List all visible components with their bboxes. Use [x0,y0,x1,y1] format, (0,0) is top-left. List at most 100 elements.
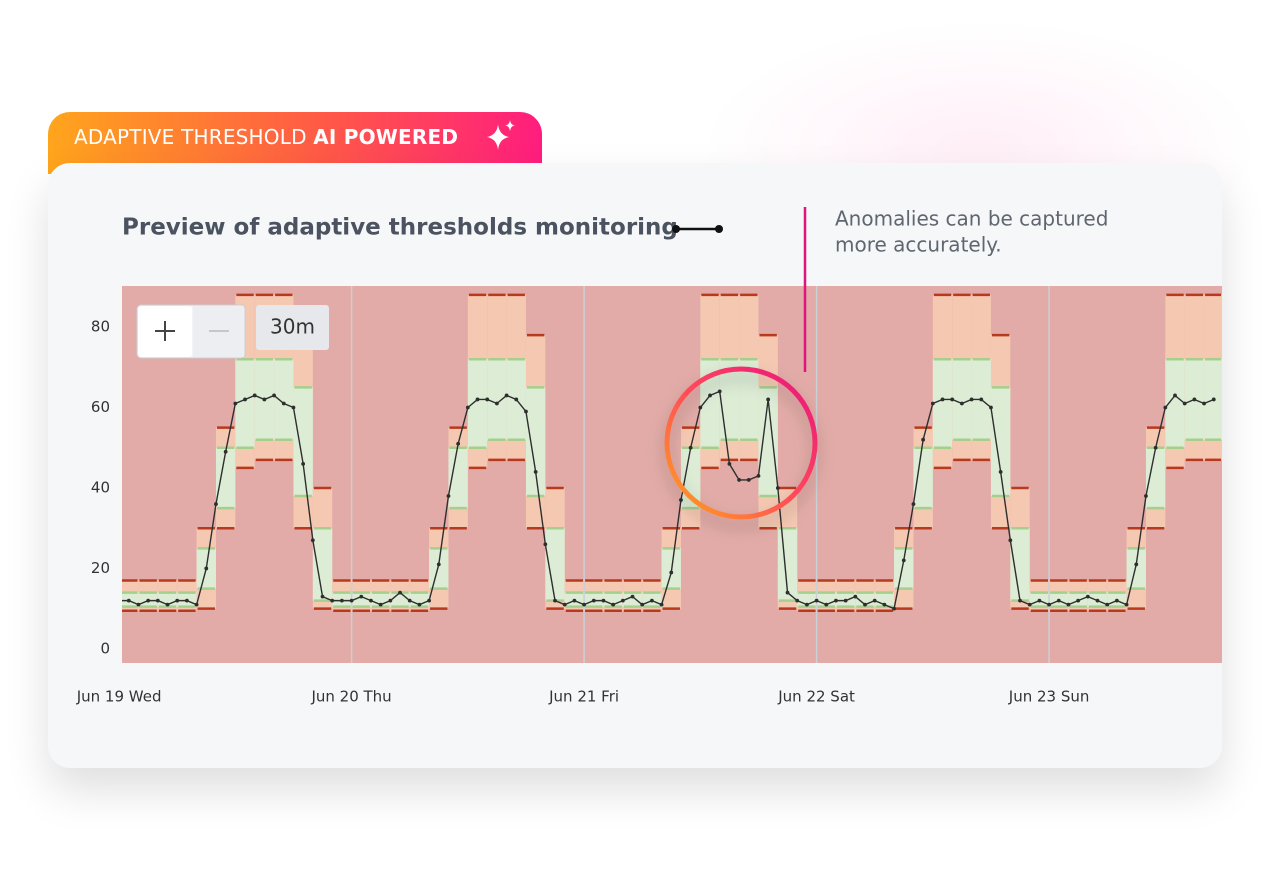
annotation-line: Anomalies can be captured [835,207,1108,231]
value-point [1134,562,1139,567]
value-point [727,461,732,466]
value-point [756,474,761,478]
value-point [485,397,490,402]
value-point [233,401,238,406]
value-point [272,393,276,398]
y-tick-label: 60 [91,398,110,416]
normal-band [758,387,778,497]
annotation-line: more accurately. [835,233,1002,257]
normal-band [894,548,914,589]
value-point [746,478,751,482]
value-point [543,542,548,547]
normal-band [312,528,333,601]
value-point [766,397,771,402]
value-point [698,405,703,410]
value-point [824,602,829,607]
value-point [398,590,402,595]
y-tick-label: 40 [91,478,110,496]
value-point [601,598,606,603]
value-point [504,393,509,398]
value-point [1047,602,1051,607]
normal-band [274,359,294,440]
value-point [185,598,189,603]
value-point [252,393,257,398]
value-point [136,602,141,607]
value-point [465,405,470,410]
normal-band [467,359,488,448]
badge-text: ADAPTIVE THRESHOLD AI POWERED [74,125,458,149]
normal-band [429,548,449,589]
value-point [882,602,887,607]
normal-band [719,359,740,440]
value-point [533,469,538,474]
value-point [591,598,596,603]
value-point [1202,401,1206,406]
value-point [340,598,344,603]
normal-band [351,592,371,607]
normal-band [545,528,565,601]
normal-band [932,359,953,448]
value-point [572,598,577,603]
value-point [669,570,674,575]
value-point [1027,602,1032,607]
title-connector [672,225,723,233]
value-point [320,594,325,599]
x-tick-label: Jun 21 Fri [548,688,619,706]
value-point [921,437,926,442]
normal-band [487,359,507,440]
normal-band [1126,548,1146,589]
x-tick-label: Jun 20 Thu [310,688,391,706]
normal-band [622,592,643,607]
badge-label: ADAPTIVE THRESHOLD [74,125,307,149]
normal-band [990,387,1011,497]
value-point [892,606,896,611]
value-point [834,598,838,603]
value-point [165,602,170,607]
normal-band [525,387,546,497]
value-point [194,602,199,607]
y-tick-label: 20 [91,559,110,577]
value-point [1124,602,1129,607]
normal-band [235,359,255,448]
value-point [659,602,664,607]
y-tick-label: 80 [91,318,110,336]
interval-chip[interactable] [256,305,329,350]
value-point [1114,598,1119,603]
normal-band [448,447,468,509]
value-point [1085,594,1090,599]
value-point [998,469,1003,474]
value-point [1095,598,1100,603]
value-point [281,401,286,406]
value-point [1037,598,1042,603]
value-point [524,409,528,414]
value-point [959,401,964,406]
normal-band [700,359,720,448]
value-point [708,393,712,398]
value-point [1144,494,1148,498]
value-point [901,558,906,563]
normal-band [390,592,410,607]
value-point [262,397,267,402]
value-point [775,486,780,490]
value-point [620,598,625,603]
value-point [175,598,180,603]
value-point [1182,401,1187,406]
normal-band [1145,447,1166,509]
value-point [1105,602,1110,607]
value-point [1066,602,1071,607]
value-point [872,598,877,603]
value-point [359,594,364,599]
normal-band [952,359,972,440]
value-point [1153,445,1158,450]
value-point [378,602,383,607]
value-point [930,401,935,406]
anomaly-ring [664,366,818,520]
value-point [649,598,654,603]
value-point [1076,598,1081,603]
value-point [427,598,431,603]
value-point [155,598,160,603]
value-point [214,502,218,506]
value-point [291,405,296,410]
